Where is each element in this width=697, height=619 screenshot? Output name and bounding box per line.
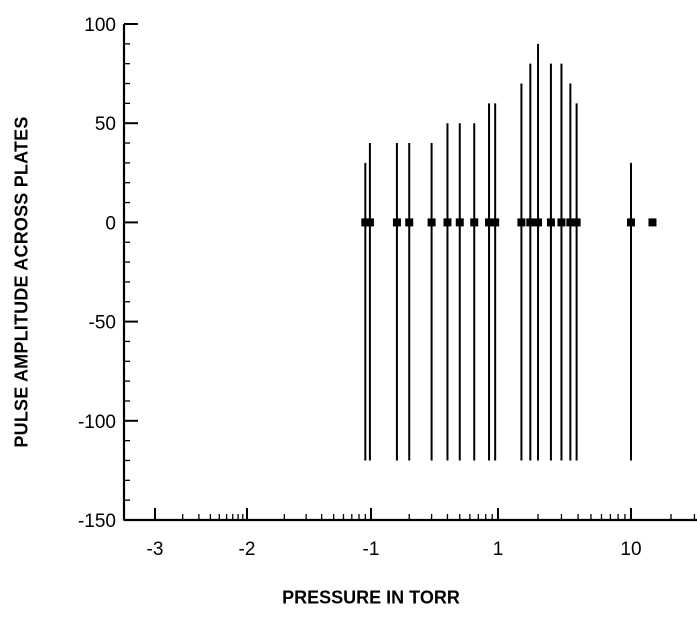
data-point	[393, 218, 401, 226]
data-point	[534, 218, 542, 226]
data-point	[491, 218, 499, 226]
y-tick-label: 0	[105, 213, 116, 234]
data-point	[470, 218, 478, 226]
y-tick-label: 100	[84, 15, 116, 36]
data-point	[405, 218, 413, 226]
data-point	[428, 218, 436, 226]
data-point	[648, 218, 656, 226]
y-tick-label: -100	[78, 412, 116, 433]
chart-marks	[361, 44, 656, 461]
y-tick-label: -150	[78, 511, 116, 532]
y-tick-label: -50	[89, 313, 116, 334]
data-point	[366, 218, 374, 226]
x-tick-label: -2	[239, 539, 256, 560]
data-point	[517, 218, 525, 226]
data-point	[547, 218, 555, 226]
x-tick-label: 1	[493, 539, 504, 560]
x-tick-label: 10	[620, 539, 641, 560]
data-point	[526, 218, 534, 226]
data-point	[443, 218, 451, 226]
x-axis-title: PRESSURE IN TORR	[282, 588, 460, 609]
data-point	[456, 218, 464, 226]
data-point	[557, 218, 565, 226]
axes: 100 50 0 -50 -100 -150 -3 -2 -1 1 10	[78, 15, 697, 560]
data-point	[627, 218, 635, 226]
x-tick-label: -3	[147, 539, 164, 560]
y-tick-label: 50	[95, 114, 116, 135]
y-axis-title: PULSE AMPLITUDE ACROSS PLATES	[12, 116, 33, 447]
data-point	[573, 218, 581, 226]
x-tick-label: -1	[363, 539, 380, 560]
